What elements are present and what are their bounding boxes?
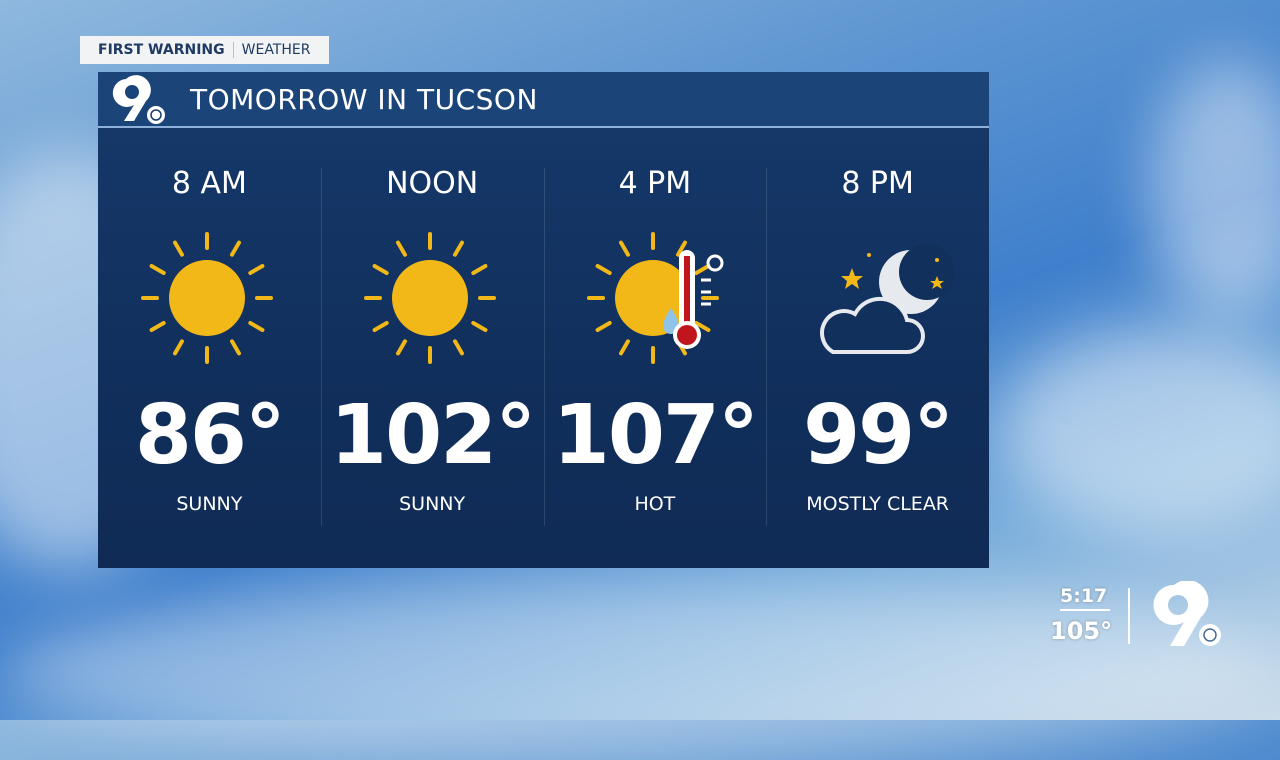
forecast-temp: 99° [803, 388, 954, 483]
forecast-condition: HOT [634, 493, 676, 515]
brand-banner: FIRST WARNING WEATHER [80, 36, 329, 64]
current-time: 5:17 [1060, 585, 1110, 611]
forecast-column: 8 AM 86° SUNNY [98, 128, 321, 566]
current-temp: 105° [1050, 617, 1113, 645]
forecast-column: 4 PM 107° HOT [543, 128, 767, 566]
station-logo-icon [98, 71, 168, 127]
sun-icon [363, 232, 496, 364]
bug-divider [1128, 588, 1130, 644]
forecast-column: NOON 102° SUNNY [320, 128, 544, 566]
forecast-temp: 102° [330, 388, 536, 483]
forecast-time: 4 PM [618, 166, 692, 201]
forecast-time: NOON [386, 166, 479, 201]
forecast-condition: SUNNY [176, 493, 243, 515]
page-title: TOMORROW IN TUCSON [190, 82, 538, 116]
moon-cloud-icon [820, 244, 956, 354]
brand-first: FIRST WARNING [98, 42, 225, 58]
forecast-temp: 86° [134, 388, 286, 483]
forecast-time: 8 PM [841, 166, 914, 201]
sun-icon [141, 232, 273, 364]
forecast-time: 8 AM [171, 166, 247, 201]
forecast-column: 8 PM 99° MOSTLY CLEAR [766, 128, 989, 566]
hot-sun-thermometer-icon [586, 232, 723, 364]
brand-divider [232, 42, 234, 58]
brand-second: WEATHER [241, 42, 311, 58]
forecast-condition: SUNNY [399, 493, 466, 515]
forecast-condition: MOSTLY CLEAR [806, 493, 950, 515]
forecast-panel: TOMORROW IN TUCSON 8 AM 86° SUNNY NOON 1… [98, 72, 989, 568]
forecast-temp: 107° [552, 388, 759, 483]
station-logo-icon [1153, 581, 1221, 646]
panel-header: TOMORROW IN TUCSON [98, 72, 989, 128]
